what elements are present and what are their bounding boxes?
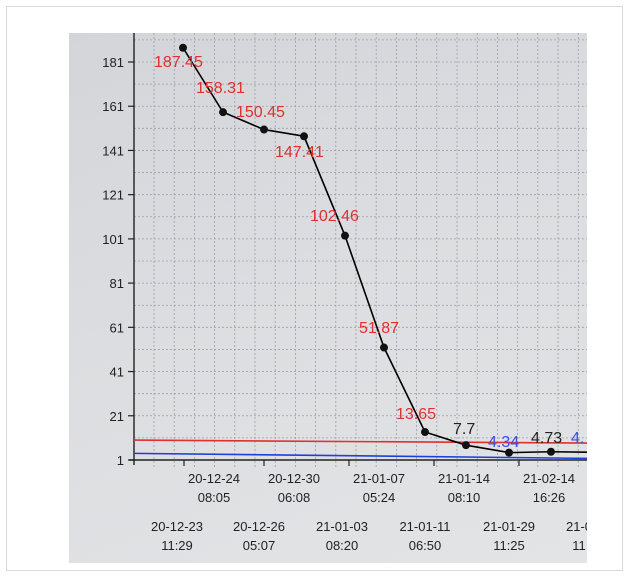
x-tick-label-lower-date: 20-12-23 [151,519,203,534]
x-tick-label-lower-date: 21-01-03 [316,519,368,534]
data-point [421,428,429,437]
x-tick-label-upper-date: 21-02-14 [523,471,575,486]
image-frame: 1 21 41 61 81 101 121 141 161 181 187.45 158.31 150… [6,6,623,571]
x-tick-label-lower-date: 21-0 [566,519,587,534]
data-label: 150.45 [236,104,285,121]
data-label: 102.46 [310,208,359,225]
x-tick-label-lower-date: 21-01-11 [399,519,450,534]
x-tick-label-lower-time: 06:50 [409,538,442,553]
y-tick-label: 141 [102,143,124,158]
data-series [179,43,587,457]
y-tick-label: 181 [102,55,124,70]
x-axis-ticks: 20-12-2408:0520-12-3006:0821-01-0705:242… [151,460,587,553]
y-tick-label: 81 [110,276,124,291]
data-point [547,447,555,456]
x-tick-label-upper-date: 21-01-07 [353,471,405,486]
y-tick-label: 101 [102,232,124,247]
x-tick-label-lower-time: 08:20 [326,538,359,553]
data-label: 4.34 [488,434,519,451]
y-tick-label: 41 [110,365,124,380]
data-point [179,43,187,52]
y-tick-label: 1 [117,453,124,468]
x-tick-label-lower-time: 11:29 [161,538,193,553]
data-label: 13.65 [396,406,436,423]
grid-lines [134,33,587,468]
x-tick-label-upper-time: 05:24 [363,490,396,505]
x-tick-label-upper-time: 16:26 [533,490,566,505]
y-tick-label: 61 [110,320,124,335]
data-label: 7.7 [453,421,475,438]
data-point [380,343,388,352]
x-tick-label-lower-date: 20-12-26 [233,519,285,534]
data-label: 147.41 [275,144,324,161]
y-tick-label: 161 [102,99,124,114]
data-point [260,125,268,134]
data-point [300,132,308,141]
x-tick-label-upper-date: 20-12-24 [188,471,240,486]
axes [129,33,587,465]
data-point [219,108,227,117]
x-tick-label-lower-date: 21-01-29 [483,519,535,534]
x-tick-label-lower-time: 05:07 [243,538,276,553]
blue-reference-line [133,452,587,460]
data-label: 158.31 [196,80,245,97]
x-tick-label-lower-time: 11 [572,538,586,553]
chart-photo: 1 21 41 61 81 101 121 141 161 181 187.45 158.31 150… [69,33,587,563]
x-tick-label-upper-time: 08:05 [198,490,231,505]
reference-lines [133,439,587,460]
data-label: 51.87 [359,320,399,337]
x-tick-label-upper-date: 21-01-14 [438,471,490,486]
data-point [462,441,470,450]
data-point [341,231,349,240]
x-tick-label-upper-time: 06:08 [278,490,311,505]
data-label: 4. [571,430,584,447]
y-tick-label: 21 [110,409,124,424]
data-point [505,448,513,457]
red-reference-line [133,439,587,444]
x-tick-label-upper-time: 08:10 [448,490,481,505]
x-tick-label-lower-time: 11:25 [493,538,525,553]
y-tick-label: 121 [102,188,124,203]
data-label: 4.73 [531,430,562,447]
data-labels: 187.45 158.31 150.45 147.41 102.46 51.87 13.65… [154,54,584,451]
x-tick-label-upper-date: 20-12-30 [268,471,320,486]
data-label: 187.45 [154,54,203,71]
